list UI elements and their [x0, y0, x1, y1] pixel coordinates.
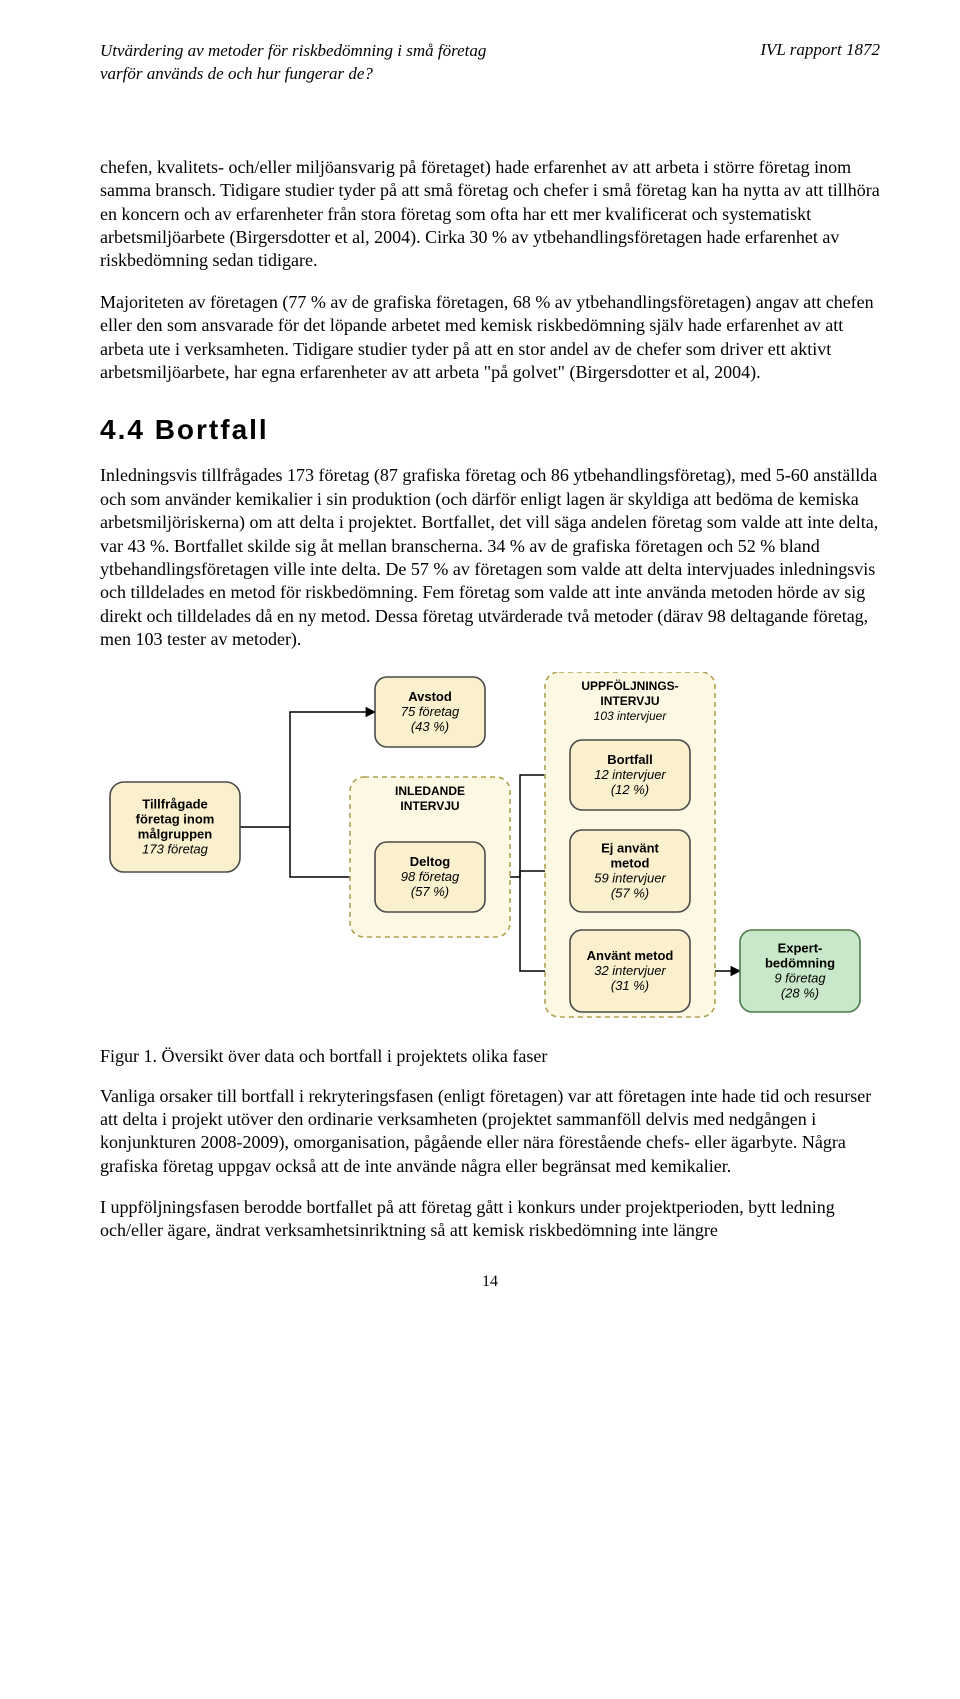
svg-text:103 intervjuer: 103 intervjuer [594, 709, 668, 723]
svg-text:(57 %): (57 %) [411, 884, 449, 899]
svg-text:metod: metod [611, 855, 650, 870]
header-report-id: IVL rapport 1872 [760, 40, 880, 86]
svg-text:Bortfall: Bortfall [607, 752, 653, 767]
svg-text:(57 %): (57 %) [611, 885, 649, 900]
svg-text:12 intervjuer: 12 intervjuer [594, 767, 666, 782]
flowchart-svg: INLEDANDEINTERVJUUPPFÖLJNINGS-INTERVJU10… [100, 672, 880, 1022]
svg-text:målgruppen: målgruppen [138, 826, 212, 841]
section-heading-4-4: 4.4 Bortfall [100, 414, 880, 446]
svg-text:Använt metod: Använt metod [587, 948, 674, 963]
figure-1-caption: Figur 1. Översikt över data och bortfall… [100, 1046, 880, 1067]
page-header: Utvärdering av metoder för riskbedömning… [100, 40, 880, 86]
svg-text:Ej använt: Ej använt [601, 840, 659, 855]
node-deltog: Deltog98 företag(57 %) [375, 842, 485, 912]
svg-text:(43 %): (43 %) [411, 719, 449, 734]
svg-text:bedömning: bedömning [765, 955, 835, 970]
node-anvant: Använt metod32 intervjuer(31 %) [570, 930, 690, 1012]
svg-text:9 företag: 9 företag [774, 970, 826, 985]
paragraph-2: Majoriteten av företagen (77 % av de gra… [100, 291, 880, 385]
svg-text:75 företag: 75 företag [401, 704, 460, 719]
paragraph-1: chefen, kvalitets- och/eller miljöansvar… [100, 156, 880, 273]
node-bortfall: Bortfall12 intervjuer(12 %) [570, 740, 690, 810]
svg-text:173 företag: 173 företag [142, 841, 209, 856]
svg-text:Avstod: Avstod [408, 689, 452, 704]
header-title-line1: Utvärdering av metoder för riskbedömning… [100, 40, 486, 63]
svg-text:Expert-: Expert- [778, 940, 823, 955]
svg-text:98 företag: 98 företag [401, 869, 460, 884]
figure-1-diagram: INLEDANDEINTERVJUUPPFÖLJNINGS-INTERVJU10… [100, 672, 880, 1022]
svg-text:företag inom: företag inom [136, 811, 215, 826]
paragraph-3: Inledningsvis tillfrågades 173 företag (… [100, 464, 880, 651]
node-ej_anvant: Ej använtmetod59 intervjuer(57 %) [570, 830, 690, 912]
node-tillfragade: Tillfrågadeföretag inommålgruppen173 för… [110, 782, 240, 872]
node-expert: Expert-bedömning9 företag(28 %) [740, 930, 860, 1012]
svg-text:Deltog: Deltog [410, 854, 451, 869]
svg-text:INTERVJU: INTERVJU [400, 799, 459, 813]
paragraph-4: Vanliga orsaker till bortfall i rekryter… [100, 1085, 880, 1179]
svg-text:INTERVJU: INTERVJU [600, 694, 659, 708]
svg-text:(31 %): (31 %) [611, 978, 649, 993]
svg-text:59 intervjuer: 59 intervjuer [594, 870, 666, 885]
node-avstod: Avstod75 företag(43 %) [375, 677, 485, 747]
svg-text:(12 %): (12 %) [611, 782, 649, 797]
header-title-line2: varför används de och hur fungerar de? [100, 63, 486, 86]
svg-text:INLEDANDE: INLEDANDE [395, 784, 465, 798]
header-left: Utvärdering av metoder för riskbedömning… [100, 40, 486, 86]
svg-text:(28 %): (28 %) [781, 985, 819, 1000]
svg-text:Tillfrågade: Tillfrågade [142, 796, 208, 811]
page-number: 14 [100, 1273, 880, 1291]
svg-text:32 intervjuer: 32 intervjuer [594, 963, 666, 978]
svg-text:UPPFÖLJNINGS-: UPPFÖLJNINGS- [581, 678, 678, 693]
paragraph-5: I uppföljningsfasen berodde bortfallet p… [100, 1196, 880, 1243]
